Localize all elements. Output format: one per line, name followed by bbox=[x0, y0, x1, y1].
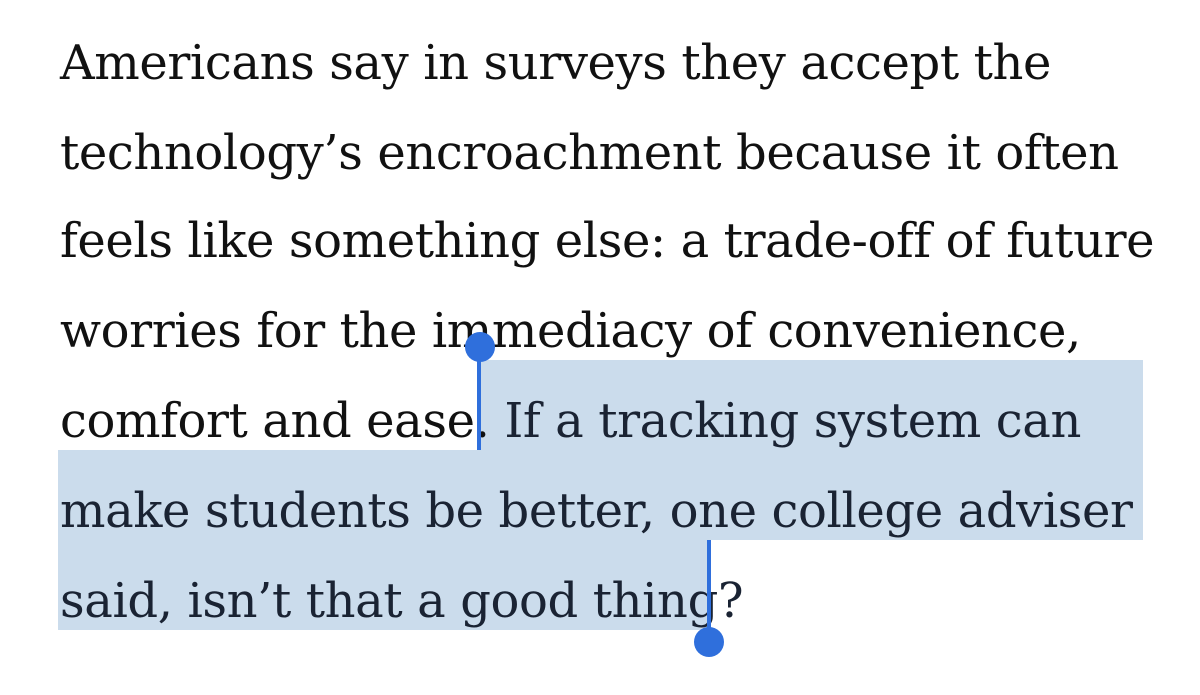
paragraph-line-text[interactable]: technology’s encroachment because it oft… bbox=[60, 125, 1119, 181]
paragraph-line[interactable]: technology’s encroachment because it oft… bbox=[60, 108, 1119, 198]
text-selection-highlight bbox=[481, 360, 1143, 450]
selection-end-handle[interactable] bbox=[694, 627, 724, 657]
paragraph-line-selected[interactable]: make students be better, one college adv… bbox=[60, 466, 1133, 556]
selected-text[interactable]: make students be better, one college adv… bbox=[60, 483, 1133, 539]
selected-text[interactable]: If a tracking system can bbox=[504, 393, 1081, 449]
paragraph-line-text[interactable]: worries for the immediacy of convenience… bbox=[60, 303, 1081, 359]
paragraph-line[interactable]: comfort and ease. If a tracking system c… bbox=[60, 376, 1081, 466]
paragraph-line-text[interactable]: comfort and ease. bbox=[60, 393, 505, 449]
paragraph-line-text[interactable]: Americans say in surveys they accept the bbox=[60, 35, 1052, 91]
selection-start-handle[interactable] bbox=[465, 332, 495, 362]
paragraph-line[interactable]: worries for the immediacy of convenience… bbox=[60, 286, 1081, 376]
paragraph-line[interactable]: Americans say in surveys they accept the bbox=[60, 18, 1051, 108]
paragraph-line-selected[interactable]: said, isn’t that a good thing? bbox=[60, 556, 744, 646]
paragraph-line-text[interactable]: feels like something else: a trade-off o… bbox=[60, 213, 1155, 269]
paragraph-line[interactable]: feels like something else: a trade-off o… bbox=[60, 196, 1155, 286]
text-selection-highlight bbox=[58, 450, 1143, 540]
text-selection-highlight bbox=[58, 540, 710, 630]
selection-end-handle-bar[interactable] bbox=[707, 540, 711, 640]
selection-start-handle-bar[interactable] bbox=[477, 352, 481, 450]
selected-text[interactable]: said, isn’t that a good thing? bbox=[60, 573, 744, 629]
